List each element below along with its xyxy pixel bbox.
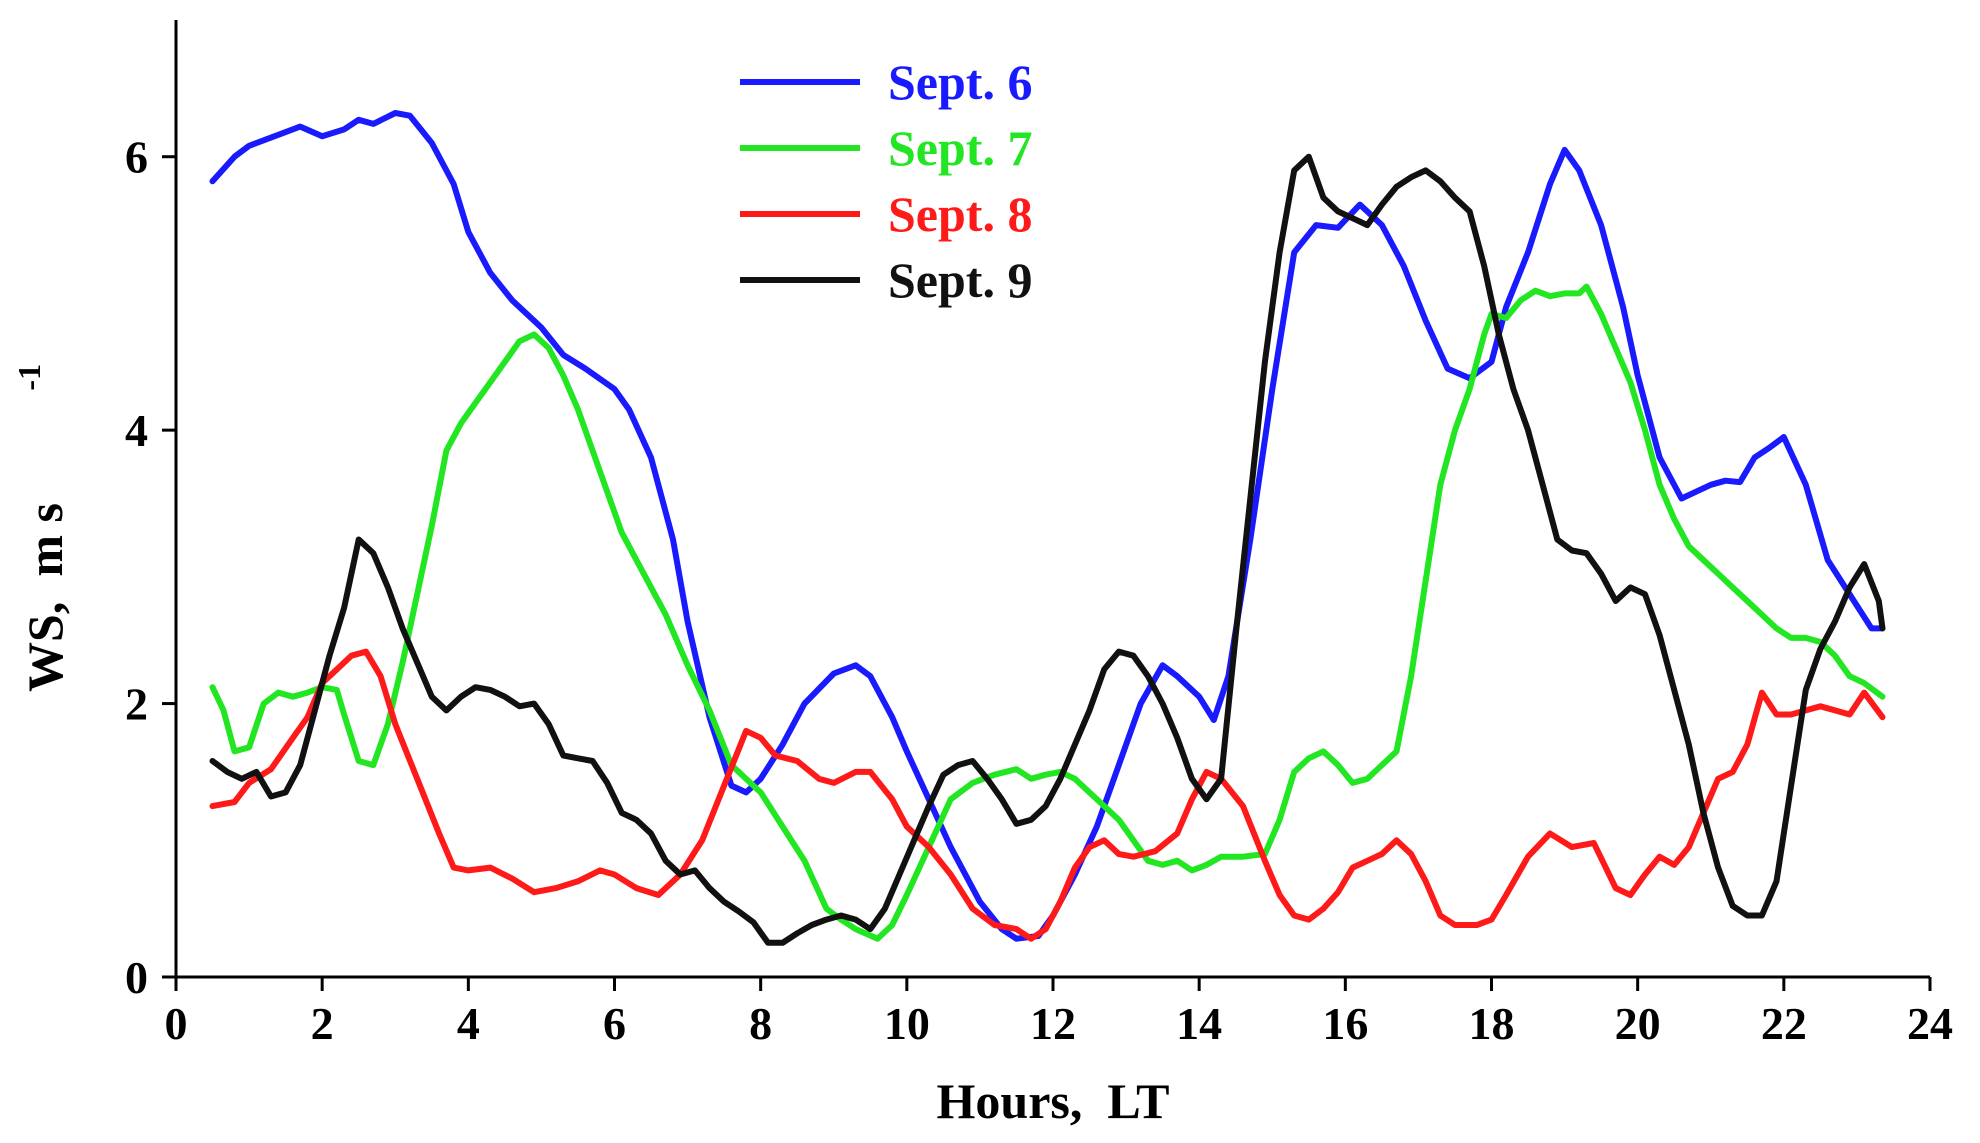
y-tick-label: 4 [125, 405, 148, 456]
y-axis-title-superscript: -1 [11, 364, 47, 391]
x-tick-label: 0 [165, 998, 188, 1049]
legend: Sept. 6 Sept. 7 Sept. 8 Sept. 9 [740, 54, 1032, 308]
legend-item: Sept. 7 [740, 120, 1032, 176]
x-tick-label: 22 [1761, 998, 1807, 1049]
x-tick-label: 6 [603, 998, 626, 1049]
y-axis-title-text: WS, m s [17, 503, 73, 692]
series-line-sept-8 [209, 648, 1886, 942]
x-tick-label: 24 [1907, 998, 1953, 1049]
legend-label: Sept. 8 [888, 186, 1032, 242]
x-tick-label: 18 [1469, 998, 1515, 1049]
series-layer [209, 110, 1886, 946]
y-tick-label: 0 [125, 952, 148, 1003]
x-tick-label: 2 [311, 998, 334, 1049]
y-axis-title-group: WS, m s -1 [0, 276, 73, 803]
x-tick-label: 20 [1615, 998, 1661, 1049]
legend-item: Sept. 6 [740, 54, 1032, 110]
x-tick-label: 8 [749, 998, 772, 1049]
y-axis-title: WS, m s -1 [0, 276, 73, 803]
x-tick-label: 10 [884, 998, 930, 1049]
x-tick-label: 12 [1030, 998, 1076, 1049]
x-tick-label: 4 [457, 998, 480, 1049]
x-axis-title: Hours, LT [937, 1073, 1170, 1129]
y-tick-label: 2 [125, 679, 148, 730]
legend-item: Sept. 8 [740, 186, 1032, 242]
legend-item: Sept. 9 [740, 252, 1032, 308]
series-line-sept-7 [209, 283, 1886, 942]
x-tick-label: 16 [1322, 998, 1368, 1049]
legend-label: Sept. 7 [888, 120, 1032, 176]
series-line-sept-9 [209, 153, 1886, 946]
y-tick-label: 6 [125, 132, 148, 183]
x-tick-label: 14 [1176, 998, 1222, 1049]
series-line-sept-6 [209, 110, 1886, 942]
legend-label: Sept. 6 [888, 54, 1032, 110]
legend-label: Sept. 9 [888, 252, 1032, 308]
